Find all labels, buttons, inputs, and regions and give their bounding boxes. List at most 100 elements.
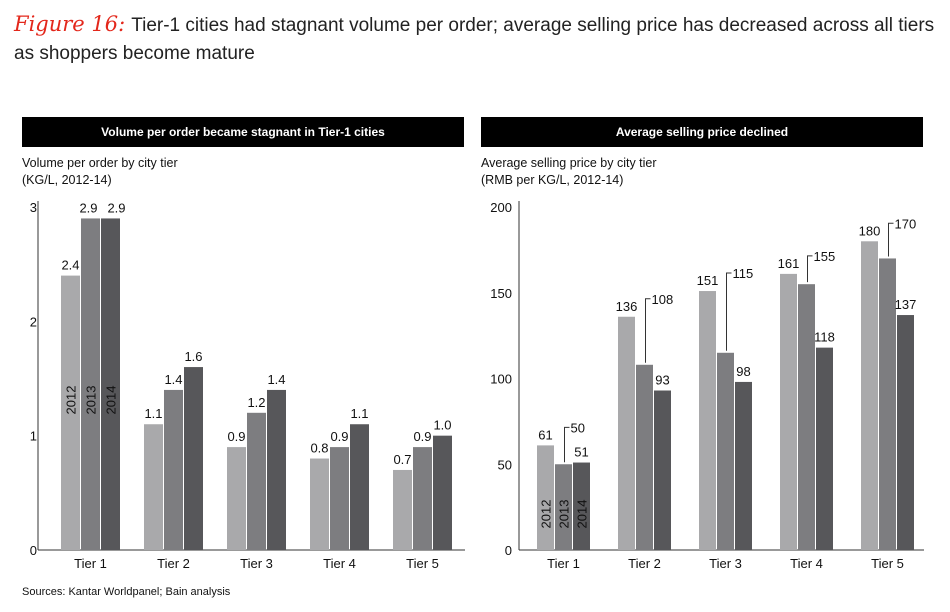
volume-value-label: 1.2	[247, 395, 265, 410]
right-panel-header: Average selling price declined	[481, 117, 923, 147]
volume-category-label: Tier 5	[406, 556, 439, 571]
price-bar-2012	[861, 241, 878, 551]
price-value-label: 170	[895, 216, 917, 231]
price-series-label-2013: 2013	[557, 500, 572, 529]
volume-value-label: 1.0	[433, 418, 451, 433]
volume-series-label-2012: 2012	[64, 386, 79, 415]
volume-value-label: 2.4	[61, 258, 79, 273]
price-y-tick-label: 200	[490, 200, 512, 215]
volume-bar-2013	[247, 412, 266, 550]
volume-bar-2012	[144, 424, 163, 550]
volume-bar-2014	[433, 435, 452, 550]
price-category-label: Tier 2	[628, 556, 661, 571]
volume-bar-2013	[164, 389, 183, 550]
price-bar-2012	[699, 291, 716, 550]
price-value-label: 108	[652, 292, 674, 307]
price-value-label: 51	[574, 445, 588, 460]
volume-bar-2012	[61, 275, 80, 550]
volume-value-label: 2.9	[107, 200, 125, 215]
price-series-label-2012: 2012	[539, 500, 554, 529]
volume-y-tick-label: 2	[30, 314, 37, 329]
price-category-label: Tier 4	[790, 556, 823, 571]
price-bar-2013	[717, 352, 734, 550]
left-chart-subtitle-line1: Volume per order by city tier	[22, 156, 178, 170]
price-bar-2013	[798, 284, 815, 550]
price-value-label: 118	[814, 330, 835, 345]
volume-value-label: 0.9	[227, 429, 245, 444]
price-y-tick-label: 50	[498, 457, 512, 472]
volume-value-label: 1.4	[267, 372, 285, 387]
right-chart-subtitle: Average selling price by city tier (RMB …	[481, 155, 657, 189]
left-chart-subtitle-line2: (KG/L, 2012-14)	[22, 173, 112, 187]
volume-value-label: 0.8	[310, 441, 328, 456]
price-bar-2014	[816, 347, 833, 550]
price-category-label: Tier 3	[709, 556, 742, 571]
price-value-label: 50	[571, 420, 585, 435]
price-value-label: 137	[895, 297, 917, 312]
price-leader-line	[645, 298, 651, 363]
price-leader-line	[807, 255, 813, 283]
price-bar-2012	[780, 273, 797, 550]
right-chart-subtitle-line2: (RMB per KG/L, 2012-14)	[481, 173, 624, 187]
volume-y-tick-label: 0	[30, 543, 37, 558]
price-bar-2014	[897, 315, 914, 550]
volume-value-label: 0.9	[413, 429, 431, 444]
price-value-label: 98	[736, 364, 750, 379]
volume-y-tick-label: 1	[30, 429, 37, 444]
price-category-label: Tier 1	[547, 556, 580, 571]
volume-bar-2013	[81, 218, 100, 550]
volume-bar-2013	[413, 447, 432, 550]
figure-label: Figure 16:	[14, 12, 126, 36]
price-value-label: 93	[655, 373, 669, 388]
price-value-label: 136	[616, 299, 638, 314]
price-bar-2014	[654, 390, 671, 550]
volume-series-label-2013: 2013	[84, 386, 99, 415]
price-category-label: Tier 5	[871, 556, 904, 571]
volume-bar-2013	[330, 447, 349, 550]
price-value-label: 180	[859, 223, 881, 238]
figure-title-text: Tier-1 cities had stagnant volume per or…	[14, 15, 935, 64]
price-bar-2014	[735, 381, 752, 550]
price-bar-2012	[537, 445, 554, 550]
volume-bar-2012	[310, 458, 329, 550]
volume-value-label: 1.1	[350, 406, 368, 421]
volume-series-label-2014: 2014	[104, 386, 119, 415]
volume-bar-2012	[393, 469, 412, 550]
volume-value-label: 1.1	[144, 406, 162, 421]
volume-bar-2014	[184, 367, 203, 550]
price-value-label: 61	[538, 427, 552, 442]
price-bar-2013	[879, 258, 896, 550]
volume-y-tick-label: 3	[30, 200, 37, 215]
left-chart-subtitle: Volume per order by city tier (KG/L, 201…	[22, 155, 178, 189]
price-series-label-2014: 2014	[575, 500, 590, 529]
volume-value-label: 0.7	[393, 452, 411, 467]
price-value-label: 151	[697, 273, 719, 288]
volume-value-label: 2.9	[79, 200, 97, 215]
price-y-tick-label: 100	[490, 372, 512, 387]
price-leader-line	[564, 426, 570, 463]
volume-category-label: Tier 1	[74, 556, 107, 571]
price-y-tick-label: 0	[505, 543, 512, 558]
volume-bar-2014	[101, 218, 120, 550]
price-y-tick-label: 150	[490, 286, 512, 301]
price-value-label: 155	[814, 249, 836, 264]
price-value-label: 115	[733, 266, 754, 281]
figure-title: Figure 16: Tier-1 cities had stagnant vol…	[14, 10, 939, 68]
price-bar-2013	[555, 464, 572, 550]
volume-category-label: Tier 2	[157, 556, 190, 571]
volume-value-label: 1.4	[164, 372, 182, 387]
price-leader-line	[888, 222, 894, 257]
left-panel-header: Volume per order became stagnant in Tier…	[22, 117, 464, 147]
right-chart-subtitle-line1: Average selling price by city tier	[481, 156, 657, 170]
volume-bar-2014	[267, 389, 286, 550]
source-note: Sources: Kantar Worldpanel; Bain analysi…	[22, 586, 231, 598]
volume-value-label: 0.9	[330, 429, 348, 444]
price-bar-2013	[636, 364, 653, 550]
price-bar-2012	[618, 316, 635, 550]
volume-bar-2012	[227, 447, 246, 550]
volume-category-label: Tier 3	[240, 556, 273, 571]
volume-value-label: 1.6	[184, 349, 202, 364]
volume-category-label: Tier 4	[323, 556, 356, 571]
price-value-label: 161	[778, 256, 800, 271]
